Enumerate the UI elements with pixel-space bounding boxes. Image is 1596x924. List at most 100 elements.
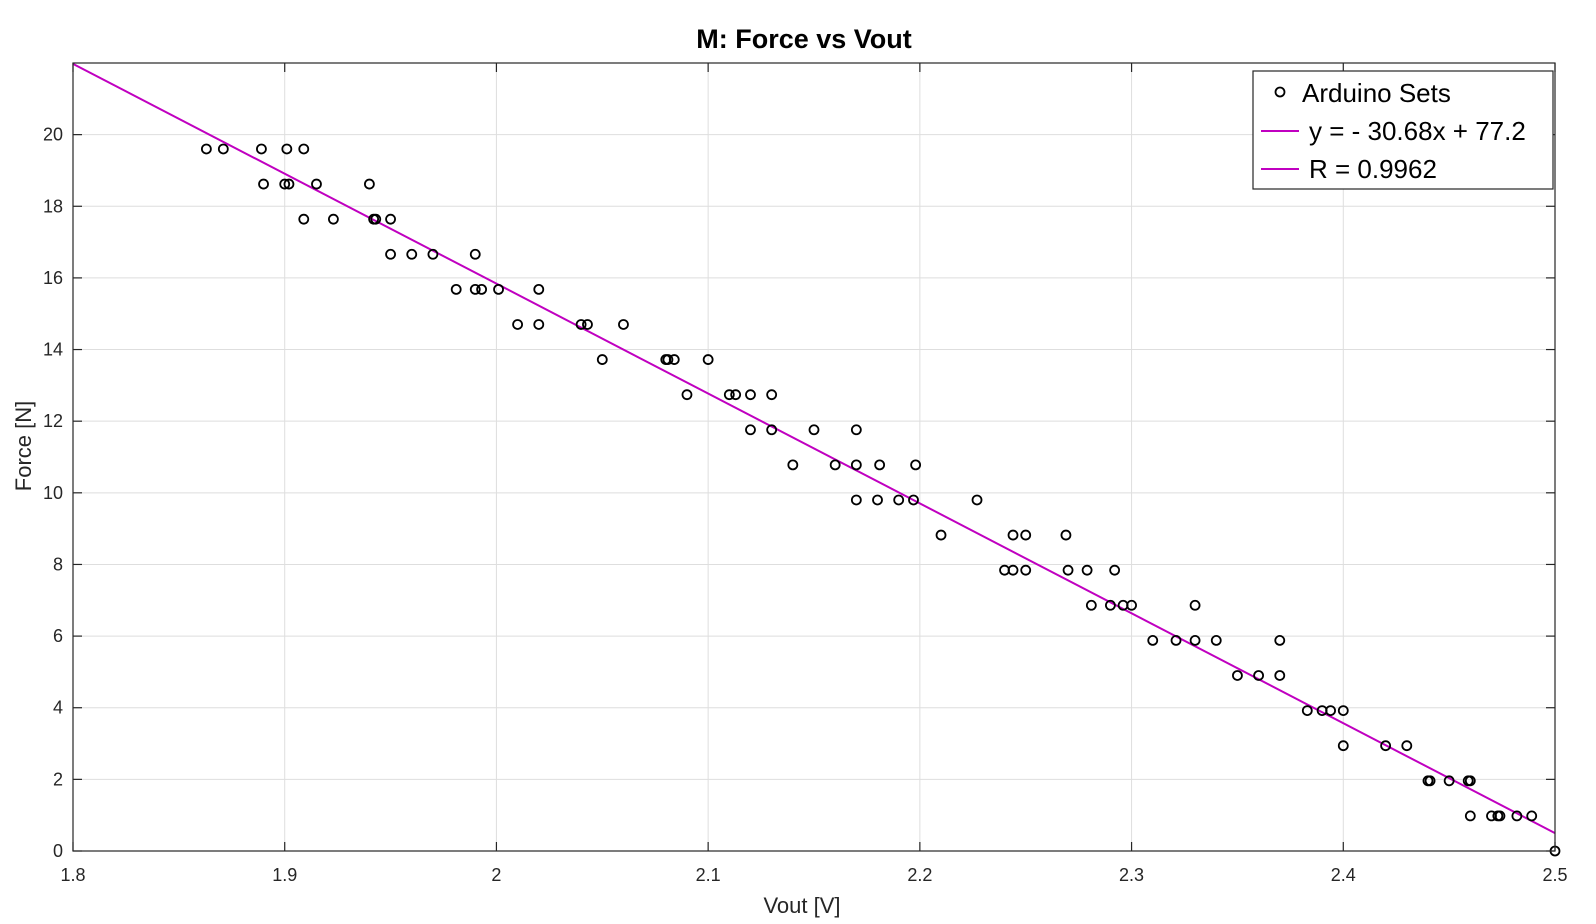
y-axis-ticks: 0 2 4 6 8 10 12 14 16 18 20 <box>43 125 1555 861</box>
data-point <box>281 143 293 155</box>
y-axis-label: Force [N] <box>11 401 36 491</box>
data-point <box>1147 634 1159 646</box>
data-point <box>850 494 862 506</box>
data-point <box>406 248 418 260</box>
x-axis-label: Vout [V] <box>763 893 840 918</box>
legend-label-fit-equation: y = - 30.68x + 77.2 <box>1309 116 1526 146</box>
data-point <box>533 319 545 330</box>
y-tick-label: 8 <box>53 554 63 574</box>
data-point <box>745 424 756 436</box>
data-point <box>1020 564 1032 576</box>
data-point <box>1060 529 1072 541</box>
data-point <box>874 459 886 471</box>
data-point <box>258 178 269 190</box>
data-point <box>596 354 608 365</box>
legend-marker-scatter <box>1274 86 1286 98</box>
data-point <box>476 283 488 295</box>
data-point <box>808 424 820 436</box>
data-point <box>311 178 322 190</box>
data-point <box>1380 740 1392 752</box>
data-point <box>1464 810 1476 822</box>
data-point <box>1020 529 1032 541</box>
data-point <box>1007 564 1019 576</box>
data-point <box>469 283 481 295</box>
y-tick-label: 14 <box>43 340 63 360</box>
y-tick-label: 12 <box>43 411 63 431</box>
data-point <box>910 459 922 471</box>
data-point <box>850 459 862 471</box>
data-point <box>217 143 229 155</box>
data-point <box>1443 775 1455 787</box>
data-point <box>1007 529 1019 541</box>
data-point <box>1424 775 1436 787</box>
data-point <box>1085 599 1097 611</box>
data-point <box>1081 564 1093 576</box>
x-axis-ticks: 1.8 1.9 2 2.1 2.2 2.3 2.4 2.5 <box>60 63 1568 885</box>
data-point <box>370 213 382 225</box>
data-point <box>1253 670 1264 681</box>
data-point <box>908 494 919 506</box>
data-point <box>1170 634 1182 646</box>
data-point <box>787 459 799 471</box>
x-tick-label: 2.2 <box>907 865 932 885</box>
data-point <box>1109 564 1121 576</box>
data-point <box>385 248 396 260</box>
data-point <box>256 143 267 155</box>
data-point <box>1494 810 1506 822</box>
data-point <box>200 143 212 155</box>
data-point <box>745 389 756 401</box>
data-point <box>1401 740 1413 752</box>
data-point <box>893 494 905 506</box>
data-point <box>1105 599 1116 611</box>
data-point <box>935 529 947 541</box>
fit-line-group <box>72 62 1556 834</box>
data-point <box>450 283 462 295</box>
plot-background <box>73 63 1555 851</box>
y-tick-label: 0 <box>53 841 63 861</box>
data-point <box>512 319 523 330</box>
data-point <box>469 248 481 260</box>
data-point <box>283 178 295 190</box>
data-point <box>298 213 310 225</box>
chart-title: M: Force vs Vout <box>696 24 912 54</box>
data-point <box>363 178 375 190</box>
data-point <box>427 248 439 260</box>
data-points <box>200 143 1561 857</box>
data-point <box>1274 670 1286 681</box>
data-point <box>971 494 983 506</box>
plot-area <box>72 62 1561 857</box>
x-tick-label: 1.9 <box>272 865 297 885</box>
y-tick-label: 20 <box>43 125 63 145</box>
data-point <box>662 354 674 365</box>
data-point <box>1210 634 1222 646</box>
y-tick-label: 18 <box>43 196 63 216</box>
data-point <box>533 283 545 295</box>
data-point <box>279 178 291 190</box>
data-point <box>850 424 862 436</box>
data-point <box>1337 705 1349 716</box>
data-point <box>1511 810 1523 822</box>
y-tick-label: 4 <box>53 698 63 718</box>
data-point <box>1189 599 1201 611</box>
data-point <box>1325 705 1336 716</box>
x-tick-label: 2.4 <box>1331 865 1356 885</box>
data-point <box>328 213 339 225</box>
x-tick-label: 2.5 <box>1542 865 1567 885</box>
legend-box <box>1252 70 1554 190</box>
data-point <box>872 494 883 506</box>
data-point <box>1274 634 1286 646</box>
y-tick-label: 2 <box>53 769 63 789</box>
data-point <box>582 319 593 330</box>
x-tick-label: 1.8 <box>60 865 85 885</box>
data-point <box>618 319 629 330</box>
data-point <box>723 389 735 401</box>
y-tick-label: 16 <box>43 268 63 288</box>
data-point <box>766 389 778 401</box>
legend: Arduino Sets y = - 30.68x + 77.2 R = 0.9… <box>1252 70 1554 190</box>
axes-frame <box>72 62 1556 852</box>
data-point <box>385 213 396 225</box>
data-point <box>1189 634 1201 646</box>
data-point <box>702 354 714 365</box>
y-tick-label: 6 <box>53 626 63 646</box>
